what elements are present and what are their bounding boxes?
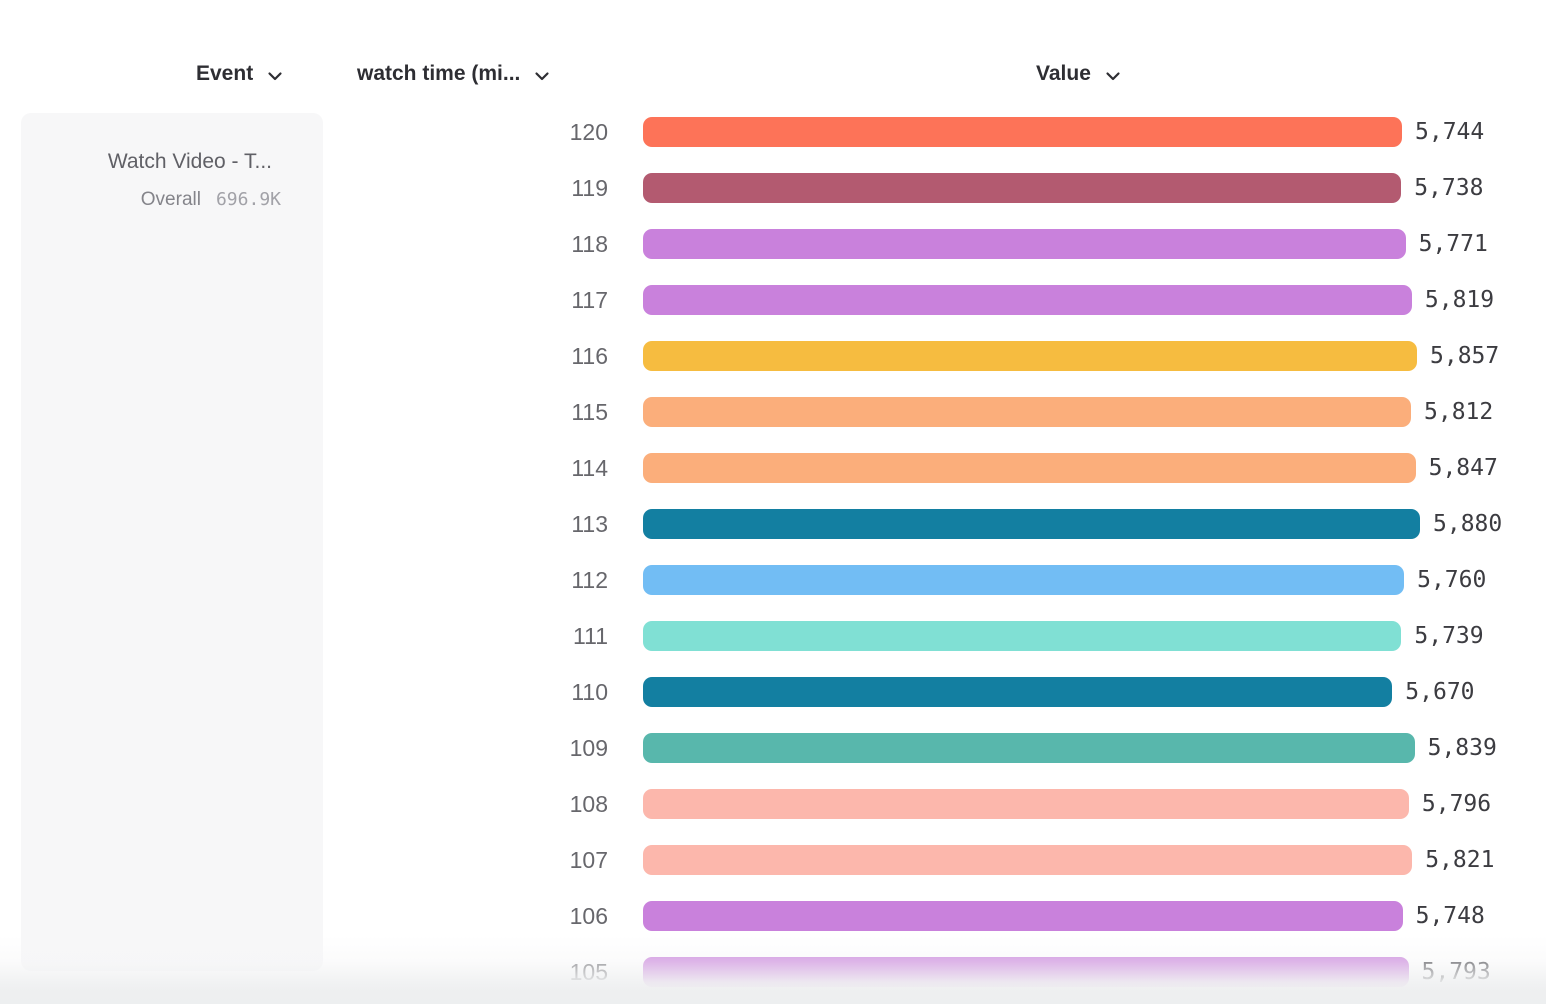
bar-segment[interactable] [643, 509, 1420, 539]
chart-row: 116 5,857 [0, 341, 1546, 371]
breakdown-column-header[interactable]: watch time (mi... [357, 59, 551, 89]
row-category-label: 118 [571, 230, 608, 257]
bar-value-label: 5,812 [1424, 399, 1494, 425]
bar-segment[interactable] [643, 453, 1416, 483]
value-column-header[interactable]: Value [1036, 59, 1122, 89]
bar-segment[interactable] [643, 733, 1415, 763]
bar-segment[interactable] [643, 789, 1409, 819]
row-category-label: 115 [571, 398, 608, 425]
bar-value-label: 5,819 [1424, 287, 1495, 313]
row-category-label: 105 [569, 958, 608, 985]
row-category-label: 114 [571, 454, 608, 481]
bar-segment[interactable] [643, 957, 1409, 987]
bar-value-label: 5,670 [1405, 679, 1475, 705]
bar-segment[interactable] [643, 565, 1405, 595]
breakdown-column-label: watch time (mi... [357, 62, 521, 85]
row-category-label: 109 [569, 734, 608, 761]
bar-value-label: 5,739 [1414, 623, 1484, 649]
chart-row: 117 5,819 [0, 285, 1546, 315]
event-overall-row: Overall 696.9K [141, 189, 281, 211]
bar-segment[interactable] [643, 621, 1402, 651]
row-category-label: 120 [569, 118, 608, 145]
bar-value-label: 5,839 [1427, 735, 1497, 761]
bar-value-label: 5,857 [1430, 343, 1500, 369]
chart-row: 106 5,748 [0, 901, 1546, 931]
row-category-label: 112 [571, 566, 608, 593]
event-row-panel[interactable]: Watch Video - T... Overall 696.9K [21, 113, 323, 971]
chart-row: 114 5,847 [0, 453, 1546, 483]
row-category-label: 117 [571, 286, 608, 313]
chart-row: 112 5,760 [0, 565, 1546, 595]
bar-segment[interactable] [643, 397, 1411, 427]
chart-row: 105 5,793 [0, 957, 1546, 987]
bar-value-label: 5,738 [1414, 175, 1484, 201]
chart-row: 107 5,821 [0, 845, 1546, 875]
bar-segment[interactable] [643, 285, 1412, 315]
chart-row: 110 5,670 [0, 677, 1546, 707]
chevron-down-icon [266, 67, 284, 85]
bar-segment[interactable] [643, 341, 1417, 371]
row-category-label: 110 [571, 678, 608, 705]
bar-chart: 120 5,744 119 5,738 118 5,771 117 5,819 … [0, 117, 1546, 1004]
chart-row: 111 5,739 [0, 621, 1546, 651]
bar-segment[interactable] [643, 173, 1402, 203]
bar-segment[interactable] [643, 117, 1402, 147]
chart-row: 108 5,796 [0, 789, 1546, 819]
bar-segment[interactable] [643, 901, 1403, 931]
bar-value-label: 5,744 [1415, 119, 1485, 145]
row-category-label: 116 [571, 342, 608, 369]
chart-row: 118 5,771 [0, 229, 1546, 259]
chart-row: 115 5,812 [0, 397, 1546, 427]
bar-value-label: 5,880 [1433, 511, 1503, 537]
row-category-label: 108 [569, 790, 608, 817]
row-category-label: 111 [573, 622, 608, 649]
bar-value-label: 5,771 [1418, 231, 1488, 257]
event-name: Watch Video - T... [107, 150, 272, 173]
row-category-label: 119 [571, 174, 608, 201]
row-category-label: 113 [571, 510, 608, 537]
bar-value-label: 5,760 [1417, 567, 1487, 593]
bar-value-label: 5,847 [1428, 455, 1498, 481]
bar-value-label: 5,796 [1421, 791, 1492, 817]
overall-label: Overall [140, 189, 201, 210]
chart-row: 113 5,880 [0, 509, 1546, 539]
chart-row: 120 5,744 [0, 117, 1546, 147]
event-column-label: Event [196, 62, 254, 85]
event-column-header[interactable]: Event [196, 59, 284, 89]
bar-segment[interactable] [643, 229, 1406, 259]
bar-value-label: 5,748 [1415, 903, 1485, 929]
bar-value-label: 5,821 [1425, 847, 1495, 873]
row-category-label: 106 [569, 902, 608, 929]
chevron-down-icon [533, 67, 551, 85]
row-category-label: 107 [569, 846, 608, 873]
bar-segment[interactable] [643, 845, 1413, 875]
chart-row: 109 5,839 [0, 733, 1546, 763]
bar-value-label: 5,793 [1421, 959, 1491, 985]
chevron-down-icon [1104, 67, 1122, 85]
bar-segment[interactable] [643, 677, 1393, 707]
chart-row: 119 5,738 [0, 173, 1546, 203]
overall-value: 696.9K [215, 189, 281, 210]
value-column-label: Value [1036, 62, 1091, 85]
